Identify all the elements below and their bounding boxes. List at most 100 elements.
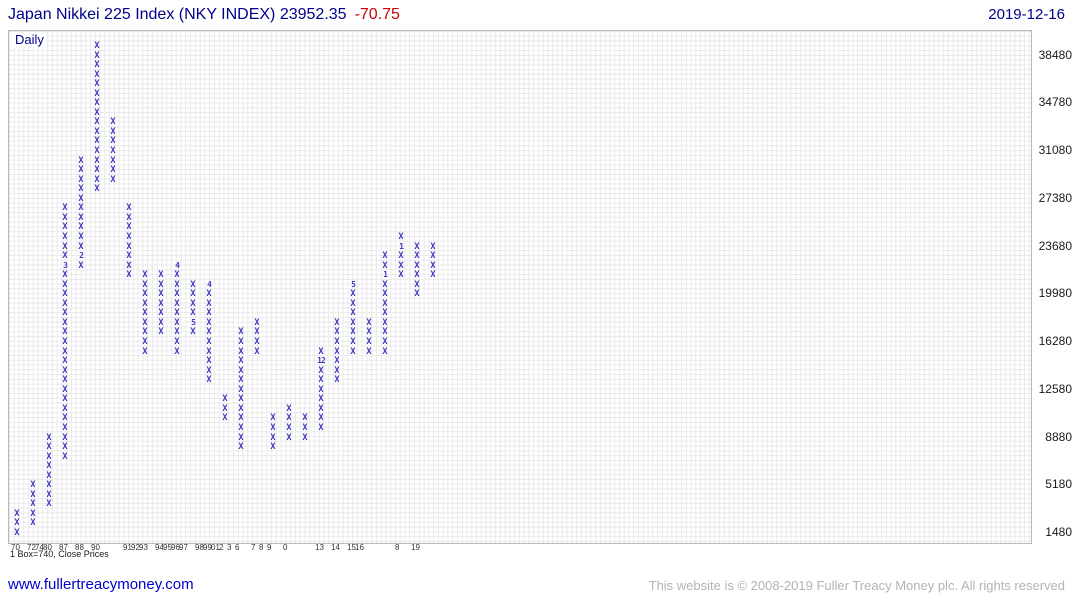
y-axis-tick-label: 5180 bbox=[1045, 477, 1072, 492]
pf-x-glyph: X bbox=[286, 432, 292, 443]
pf-x-glyph: X bbox=[382, 289, 388, 300]
pf-x-glyph: X bbox=[94, 174, 100, 185]
pf-x-glyph: X bbox=[414, 279, 420, 290]
pf-month-label: 5 bbox=[351, 279, 356, 289]
pf-x-glyph: X bbox=[158, 279, 164, 290]
pf-x-glyph: X bbox=[430, 260, 436, 271]
x-axis-year-label: 98 bbox=[195, 543, 204, 552]
pf-x-glyph: X bbox=[142, 298, 148, 309]
pf-x-glyph: X bbox=[350, 337, 356, 347]
x-axis-year-label: 94 bbox=[155, 543, 164, 552]
pf-x-glyph: X bbox=[46, 489, 52, 500]
pf-x-glyph: X bbox=[174, 289, 180, 300]
pf-x-glyph: X bbox=[302, 413, 308, 424]
pf-x-glyph: X bbox=[110, 155, 116, 166]
chart-title: Japan Nikkei 225 Index (NKY INDEX) 23952… bbox=[8, 6, 400, 24]
pf-x-glyph: X bbox=[14, 528, 20, 538]
pf-x-glyph: X bbox=[190, 289, 196, 300]
y-axis-tick-label: 16280 bbox=[1038, 334, 1072, 348]
pf-month-label: 3 bbox=[63, 260, 68, 270]
pf-x-glyph: X bbox=[142, 279, 148, 290]
pf-x-glyph: X bbox=[238, 413, 244, 424]
pf-x-glyph: X bbox=[158, 317, 164, 328]
chart-date: 2019-12-16 bbox=[988, 6, 1065, 23]
y-axis-tick-label: 12580 bbox=[1038, 381, 1072, 396]
pf-x-glyph: X bbox=[94, 79, 100, 90]
y-axis-tick-label: 23680 bbox=[1038, 238, 1072, 253]
x-axis-year-label: 99 bbox=[203, 543, 212, 552]
pf-x-glyph: X bbox=[174, 317, 180, 328]
pf-x-glyph: X bbox=[382, 337, 388, 347]
x-axis-year-label: 7 bbox=[251, 543, 256, 552]
pf-x-glyph: X bbox=[270, 413, 276, 424]
pf-x-glyph: X bbox=[142, 270, 148, 281]
pf-month-label: 5 bbox=[191, 317, 196, 327]
pf-x-glyph: X bbox=[350, 298, 356, 309]
pf-x-glyph: X bbox=[78, 212, 84, 223]
y-axis-tick-label: 38480 bbox=[1038, 47, 1072, 62]
pf-x-glyph: X bbox=[46, 470, 52, 481]
pf-x-glyph: X bbox=[94, 126, 100, 137]
pf-x-glyph: X bbox=[78, 184, 84, 195]
pf-x-glyph: X bbox=[174, 279, 180, 290]
x-axis-year-label: 2 bbox=[219, 543, 224, 552]
pf-x-glyph: X bbox=[174, 337, 180, 347]
pf-x-glyph: X bbox=[238, 384, 244, 395]
pf-x-glyph: X bbox=[126, 212, 132, 223]
pf-x-glyph: X bbox=[62, 289, 68, 300]
x-axis-year-label: 90 bbox=[91, 543, 100, 552]
pf-month-label: 2 bbox=[79, 251, 84, 261]
pf-x-glyph: X bbox=[206, 337, 212, 347]
pf-x-glyph: X bbox=[78, 222, 84, 233]
pf-x-glyph: X bbox=[62, 432, 68, 443]
pf-x-glyph: X bbox=[62, 384, 68, 395]
pf-x-glyph: X bbox=[110, 165, 116, 176]
pf-x-glyph: X bbox=[158, 289, 164, 300]
x-axis-year-label: 6 bbox=[235, 543, 240, 552]
pf-x-glyph: X bbox=[78, 165, 84, 176]
pf-x-glyph: X bbox=[46, 480, 52, 491]
pf-x-glyph: X bbox=[382, 251, 388, 262]
pf-x-glyph: X bbox=[270, 432, 276, 443]
pf-x-glyph: X bbox=[174, 327, 180, 338]
pf-x-glyph: X bbox=[398, 260, 404, 271]
pf-x-glyph: X bbox=[94, 98, 100, 109]
pf-x-glyph: X bbox=[94, 184, 100, 195]
pf-x-glyph: X bbox=[94, 107, 100, 118]
pf-x-glyph: X bbox=[350, 317, 356, 328]
pf-x-glyph: X bbox=[94, 69, 100, 80]
pf-x-glyph: X bbox=[94, 155, 100, 166]
pf-x-glyph: X bbox=[286, 403, 292, 414]
footer-site-link[interactable]: www.fullertreacymoney.com bbox=[8, 576, 194, 593]
pf-x-glyph: X bbox=[46, 461, 52, 472]
pf-x-glyph: X bbox=[366, 337, 372, 347]
pf-x-glyph: X bbox=[190, 308, 196, 319]
pf-x-glyph: X bbox=[414, 260, 420, 271]
pf-x-glyph: X bbox=[238, 442, 244, 453]
pf-x-glyph: X bbox=[286, 413, 292, 424]
pf-x-glyph: X bbox=[382, 308, 388, 319]
pf-x-glyph: X bbox=[238, 346, 244, 357]
pf-x-glyph: X bbox=[30, 499, 36, 510]
pf-x-glyph: X bbox=[78, 174, 84, 185]
pf-x-glyph: X bbox=[382, 260, 388, 271]
pf-x-glyph: X bbox=[62, 442, 68, 453]
x-axis-year-label: 9 bbox=[267, 543, 272, 552]
x-axis-year-label: 8 bbox=[259, 543, 264, 552]
x-axis-year-label: 97 bbox=[179, 543, 188, 552]
pf-x-glyph: X bbox=[46, 432, 52, 443]
y-axis-labels: 1480 5180 8880 12580 16280 19980 23680 27380 310… bbox=[1032, 30, 1074, 542]
pf-x-glyph: X bbox=[334, 346, 340, 357]
pf-x-glyph: X bbox=[302, 432, 308, 443]
pf-x-glyph: X bbox=[270, 422, 276, 433]
pf-x-glyph: X bbox=[334, 356, 340, 367]
x-axis-year-label: 96 bbox=[171, 543, 180, 552]
pf-x-glyph: X bbox=[62, 251, 68, 262]
pf-x-glyph: X bbox=[158, 308, 164, 319]
pf-x-glyph: X bbox=[238, 337, 244, 347]
pf-x-glyph: X bbox=[62, 308, 68, 319]
pf-x-glyph: X bbox=[62, 327, 68, 338]
pf-x-glyph: X bbox=[62, 298, 68, 309]
pf-x-glyph: X bbox=[62, 451, 68, 462]
x-axis-year-label: 8 bbox=[395, 543, 400, 552]
